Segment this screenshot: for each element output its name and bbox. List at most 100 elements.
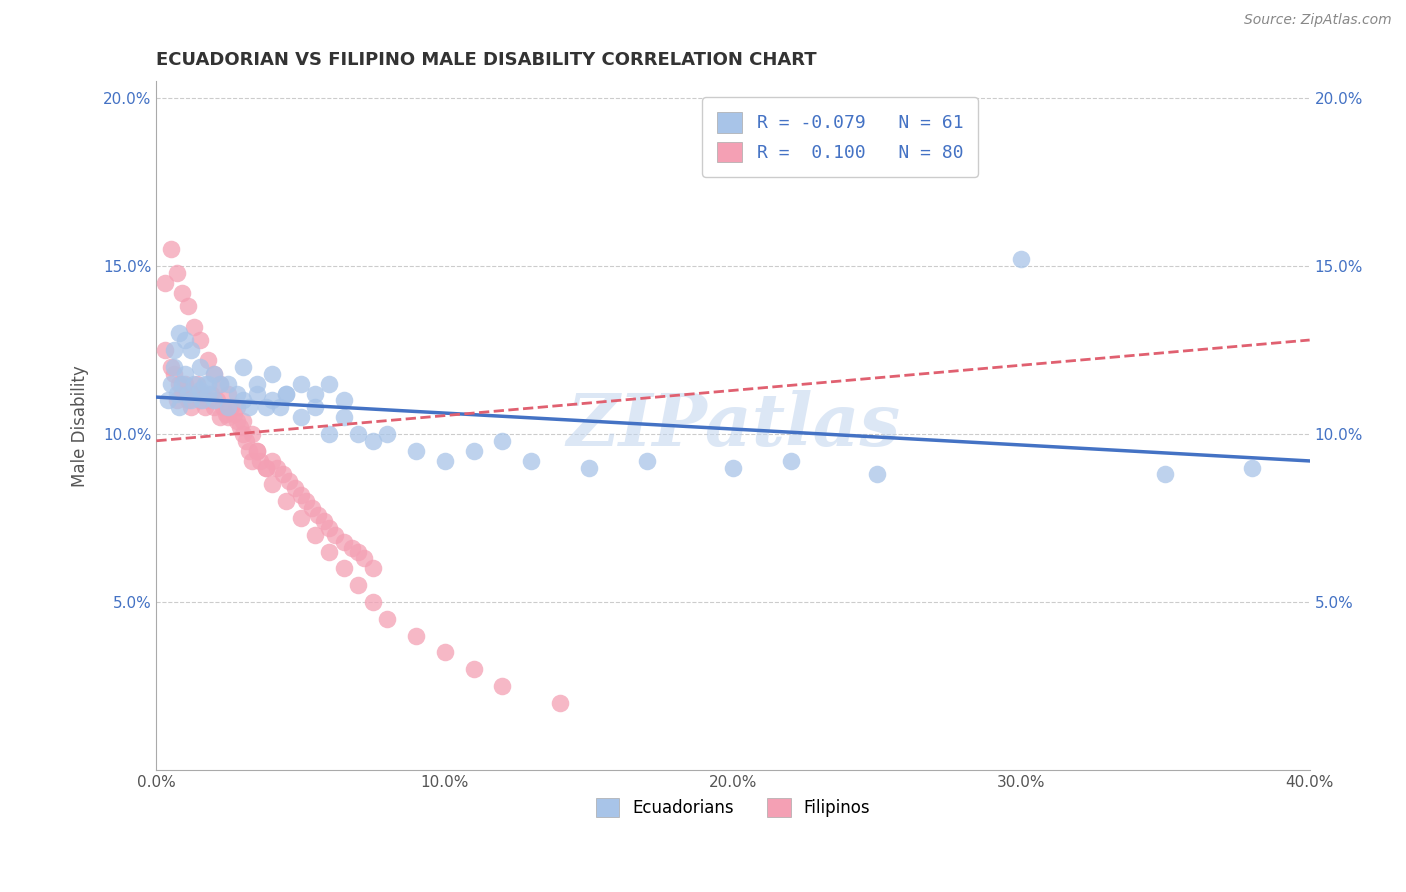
Point — [183, 319, 205, 334]
Point — [217, 386, 239, 401]
Point — [174, 333, 197, 347]
Point — [433, 454, 456, 468]
Point — [375, 612, 398, 626]
Point — [166, 393, 188, 408]
Point — [159, 242, 181, 256]
Point — [232, 427, 254, 442]
Point — [578, 460, 600, 475]
Point — [202, 393, 225, 408]
Point — [208, 376, 231, 391]
Point — [721, 460, 744, 475]
Point — [246, 443, 269, 458]
Point — [333, 410, 356, 425]
Point — [271, 467, 294, 482]
Point — [269, 400, 291, 414]
Point — [174, 376, 197, 391]
Point — [304, 528, 326, 542]
Point — [226, 414, 249, 428]
Point — [405, 443, 427, 458]
Point — [226, 400, 249, 414]
Point — [260, 367, 283, 381]
Point — [318, 376, 340, 391]
Point — [274, 494, 297, 508]
Point — [194, 376, 217, 391]
Point — [194, 400, 217, 414]
Point — [347, 544, 370, 558]
Point — [307, 508, 329, 522]
Point — [290, 376, 312, 391]
Point — [232, 359, 254, 374]
Text: ZIPatlas: ZIPatlas — [567, 390, 900, 461]
Point — [304, 386, 326, 401]
Point — [274, 386, 297, 401]
Point — [188, 359, 211, 374]
Point — [202, 367, 225, 381]
Point — [169, 326, 191, 341]
Point — [260, 454, 283, 468]
Point — [202, 400, 225, 414]
Text: ECUADORIAN VS FILIPINO MALE DISABILITY CORRELATION CHART: ECUADORIAN VS FILIPINO MALE DISABILITY C… — [156, 51, 817, 69]
Y-axis label: Male Disability: Male Disability — [72, 365, 89, 486]
Point — [304, 400, 326, 414]
Point — [214, 407, 236, 421]
Point — [318, 521, 340, 535]
Point — [180, 343, 202, 357]
Point — [290, 410, 312, 425]
Point — [177, 393, 200, 408]
Point — [260, 477, 283, 491]
Point — [295, 494, 318, 508]
Point — [183, 376, 205, 391]
Point — [361, 561, 384, 575]
Point — [172, 386, 194, 401]
Point — [347, 427, 370, 442]
Point — [159, 376, 181, 391]
Point — [169, 400, 191, 414]
Point — [177, 386, 200, 401]
Point — [347, 578, 370, 592]
Point — [211, 400, 233, 414]
Point — [312, 515, 335, 529]
Point — [166, 386, 188, 401]
Point — [779, 454, 801, 468]
Point — [153, 276, 176, 290]
Point — [197, 393, 219, 408]
Point — [278, 474, 301, 488]
Point — [333, 393, 356, 408]
Point — [153, 343, 176, 357]
Point — [163, 343, 186, 357]
Point — [205, 393, 228, 408]
Point — [166, 266, 188, 280]
Point — [238, 400, 260, 414]
Point — [208, 376, 231, 391]
Point — [361, 595, 384, 609]
Point — [217, 400, 239, 414]
Point — [238, 443, 260, 458]
Point — [361, 434, 384, 448]
Point — [301, 500, 323, 515]
Point — [1010, 252, 1032, 267]
Point — [520, 454, 543, 468]
Point — [163, 367, 186, 381]
Point — [240, 454, 263, 468]
Point — [188, 384, 211, 398]
Point — [1240, 460, 1263, 475]
Point — [240, 427, 263, 442]
Point — [226, 386, 249, 401]
Point — [208, 410, 231, 425]
Point — [186, 376, 208, 391]
Point — [191, 386, 214, 401]
Point — [197, 353, 219, 368]
Point — [188, 393, 211, 408]
Point — [333, 534, 356, 549]
Point — [463, 443, 485, 458]
Point — [183, 386, 205, 401]
Point — [866, 467, 889, 482]
Point — [318, 427, 340, 442]
Point — [188, 333, 211, 347]
Point — [342, 541, 364, 556]
Point — [246, 443, 269, 458]
Point — [246, 386, 269, 401]
Point — [254, 460, 277, 475]
Point — [491, 679, 513, 693]
Point — [284, 481, 307, 495]
